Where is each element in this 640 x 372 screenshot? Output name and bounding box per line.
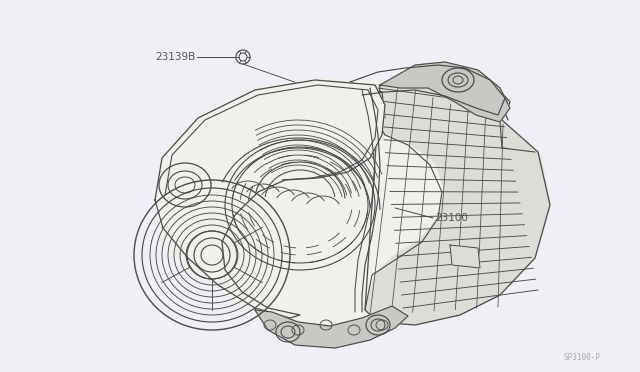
Polygon shape xyxy=(155,68,548,335)
Polygon shape xyxy=(255,306,408,348)
Text: 23139B: 23139B xyxy=(155,52,195,62)
Polygon shape xyxy=(365,70,550,325)
Polygon shape xyxy=(380,62,510,122)
Text: SP3100-P: SP3100-P xyxy=(563,353,600,362)
Polygon shape xyxy=(155,80,385,318)
Polygon shape xyxy=(450,245,480,268)
Text: 23100: 23100 xyxy=(435,213,468,223)
